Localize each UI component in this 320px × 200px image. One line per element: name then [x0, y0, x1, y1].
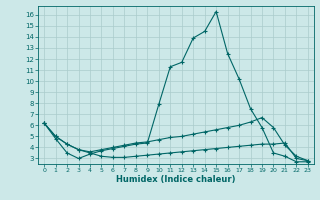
X-axis label: Humidex (Indice chaleur): Humidex (Indice chaleur) — [116, 175, 236, 184]
